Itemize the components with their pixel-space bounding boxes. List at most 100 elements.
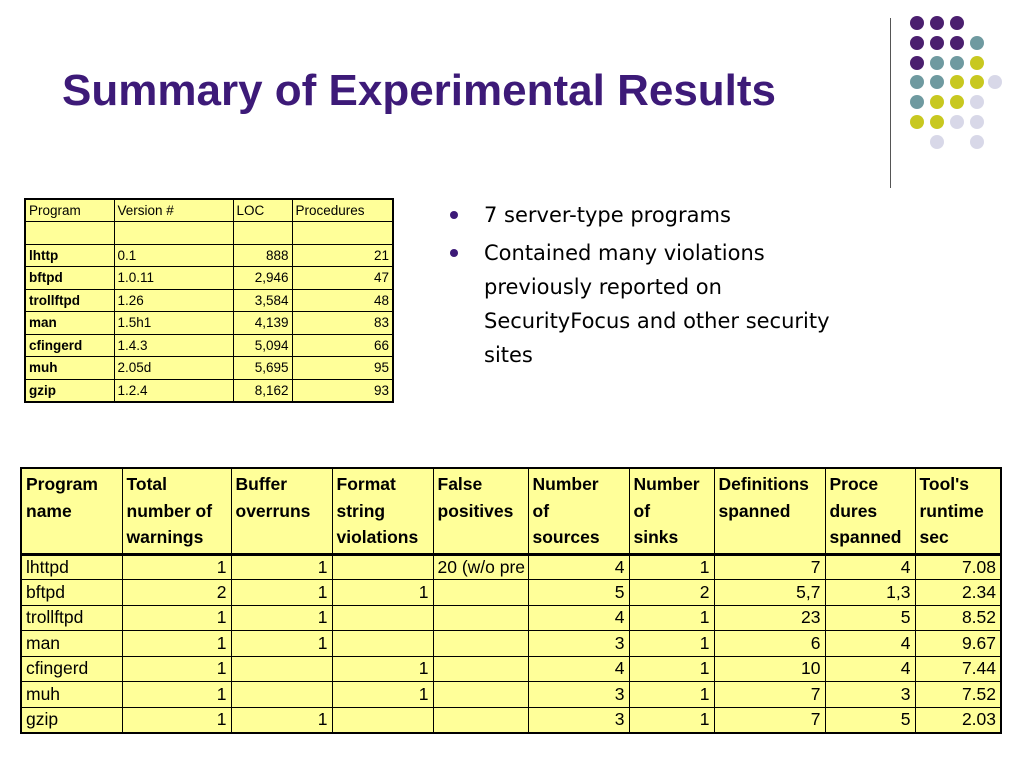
program-cell: muh <box>24 356 115 380</box>
value-cell: 20 (w/o pre <box>432 553 529 580</box>
header-cell: Format string violations <box>331 467 434 556</box>
decorative-dot <box>910 16 924 30</box>
header-line: spanned <box>718 500 791 521</box>
value-cell: 1 <box>628 604 715 631</box>
value-cell: 4 <box>527 655 630 682</box>
value-cell <box>230 655 333 682</box>
value-cell: 1 <box>230 630 333 657</box>
header-cell: LOC <box>232 198 293 222</box>
header-line: sinks <box>633 527 679 547</box>
decorative-dot <box>970 115 984 129</box>
value-cell: 1 <box>230 553 333 580</box>
header-cell: Procedures <box>291 198 394 222</box>
header-line: Program <box>26 474 98 494</box>
value-cell: 4 <box>824 630 916 657</box>
value-cell: 1 <box>121 604 232 631</box>
header-cell: Number of sources <box>527 467 630 556</box>
decorative-dot <box>930 16 944 30</box>
decorative-dot <box>950 75 964 90</box>
program-name-cell: trollftpd <box>20 604 123 631</box>
table-row: bftpd 2 1 1 5 2 5,7 1,3 2.34 <box>20 579 1002 606</box>
value-cell: 1 <box>121 553 232 580</box>
decorative-dot <box>930 35 944 50</box>
value-cell: 5 <box>527 579 630 606</box>
decorative-dot <box>950 16 964 30</box>
program-summary-table: Program Version # LOC Procedures lhttp 0… <box>24 198 394 403</box>
value-cell <box>432 655 529 682</box>
value-cell: 8.52 <box>914 604 1002 631</box>
value-cell: 1 <box>121 655 232 682</box>
loc-cell: 3,584 <box>232 288 293 312</box>
value-cell <box>432 604 529 631</box>
value-cell: 1 <box>331 579 434 606</box>
version-cell: 2.05d <box>113 356 234 380</box>
header-cell: False positives <box>432 467 529 556</box>
header-cell: Number of sinks <box>628 467 715 556</box>
table-row: trollftpd 1 1 4 1 23 5 8.52 <box>20 604 1002 631</box>
loc-cell: 888 <box>232 243 293 267</box>
decorative-dot <box>930 55 944 70</box>
value-cell: 1 <box>230 706 333 733</box>
value-cell: 4 <box>824 655 916 682</box>
value-cell: 2.34 <box>914 579 1002 606</box>
program-name-cell: muh <box>20 681 123 708</box>
program-name-cell: bftpd <box>20 579 123 606</box>
decorative-dot <box>910 75 924 90</box>
decorative-dot <box>930 134 944 149</box>
header-line: Total <box>126 474 168 494</box>
table-row: man 1 1 3 1 6 4 9.67 <box>20 630 1002 657</box>
header-line: False <box>437 474 483 494</box>
procedures-cell: 66 <box>291 333 394 357</box>
loc-cell: 2,946 <box>232 266 293 290</box>
program-cell: trollftpd <box>24 288 115 312</box>
value-cell: 1 <box>331 655 434 682</box>
program-name-cell: gzip <box>20 706 123 733</box>
program-name-cell: lhttpd <box>20 553 123 580</box>
header-cell: Program <box>24 198 115 222</box>
table-spacer-row <box>24 221 394 245</box>
bullet-item: Contained many violations previously rep… <box>448 236 848 372</box>
value-cell: 10 <box>713 655 826 682</box>
value-cell: 4 <box>527 604 630 631</box>
empty-cell <box>291 221 394 245</box>
table-row: cfingerd 1 1 4 1 10 4 7.44 <box>20 655 1002 682</box>
value-cell <box>230 681 333 708</box>
version-cell: 1.5h1 <box>113 311 234 335</box>
value-cell <box>331 553 434 580</box>
table-row: muh 1 1 3 1 7 3 7.52 <box>20 681 1002 708</box>
program-name-cell: cfingerd <box>20 655 123 682</box>
value-cell: 23 <box>713 604 826 631</box>
value-cell: 3 <box>824 681 916 708</box>
decorative-divider-line <box>890 18 891 188</box>
slide-title: Summary of Experimental Results <box>62 66 777 115</box>
decorative-dot <box>970 75 984 90</box>
bullet-item: 7 server-type programs <box>448 198 848 232</box>
value-cell <box>432 706 529 733</box>
header-line: warnings <box>126 527 204 547</box>
value-cell <box>432 579 529 606</box>
procedures-cell: 93 <box>291 378 394 402</box>
value-cell: 9.67 <box>914 630 1002 657</box>
loc-cell: 4,139 <box>232 311 293 335</box>
value-cell: 7 <box>713 681 826 708</box>
value-cell: 1 <box>331 681 434 708</box>
decorative-dot <box>970 95 984 110</box>
header-line: overruns <box>235 500 311 521</box>
decorative-dot <box>930 95 944 110</box>
version-cell: 1.0.11 <box>113 266 234 290</box>
empty-cell <box>232 221 293 245</box>
header-cell: Total number of warnings <box>121 467 232 556</box>
header-line: dures <box>829 500 878 521</box>
header-line: sources <box>532 527 600 547</box>
program-cell: bftpd <box>24 266 115 290</box>
table-row: gzip 1.2.4 8,162 93 <box>24 378 394 402</box>
header-line: Tool's <box>919 474 970 494</box>
value-cell: 6 <box>713 630 826 657</box>
header-line: Definitions <box>718 474 809 494</box>
header-line: Buffer <box>235 474 288 494</box>
bullet-list: 7 server-type programs Contained many vi… <box>448 198 848 376</box>
value-cell: 1 <box>628 553 715 580</box>
value-cell: 1 <box>121 681 232 708</box>
decorative-dot <box>970 134 984 149</box>
decorative-dot <box>910 115 924 129</box>
